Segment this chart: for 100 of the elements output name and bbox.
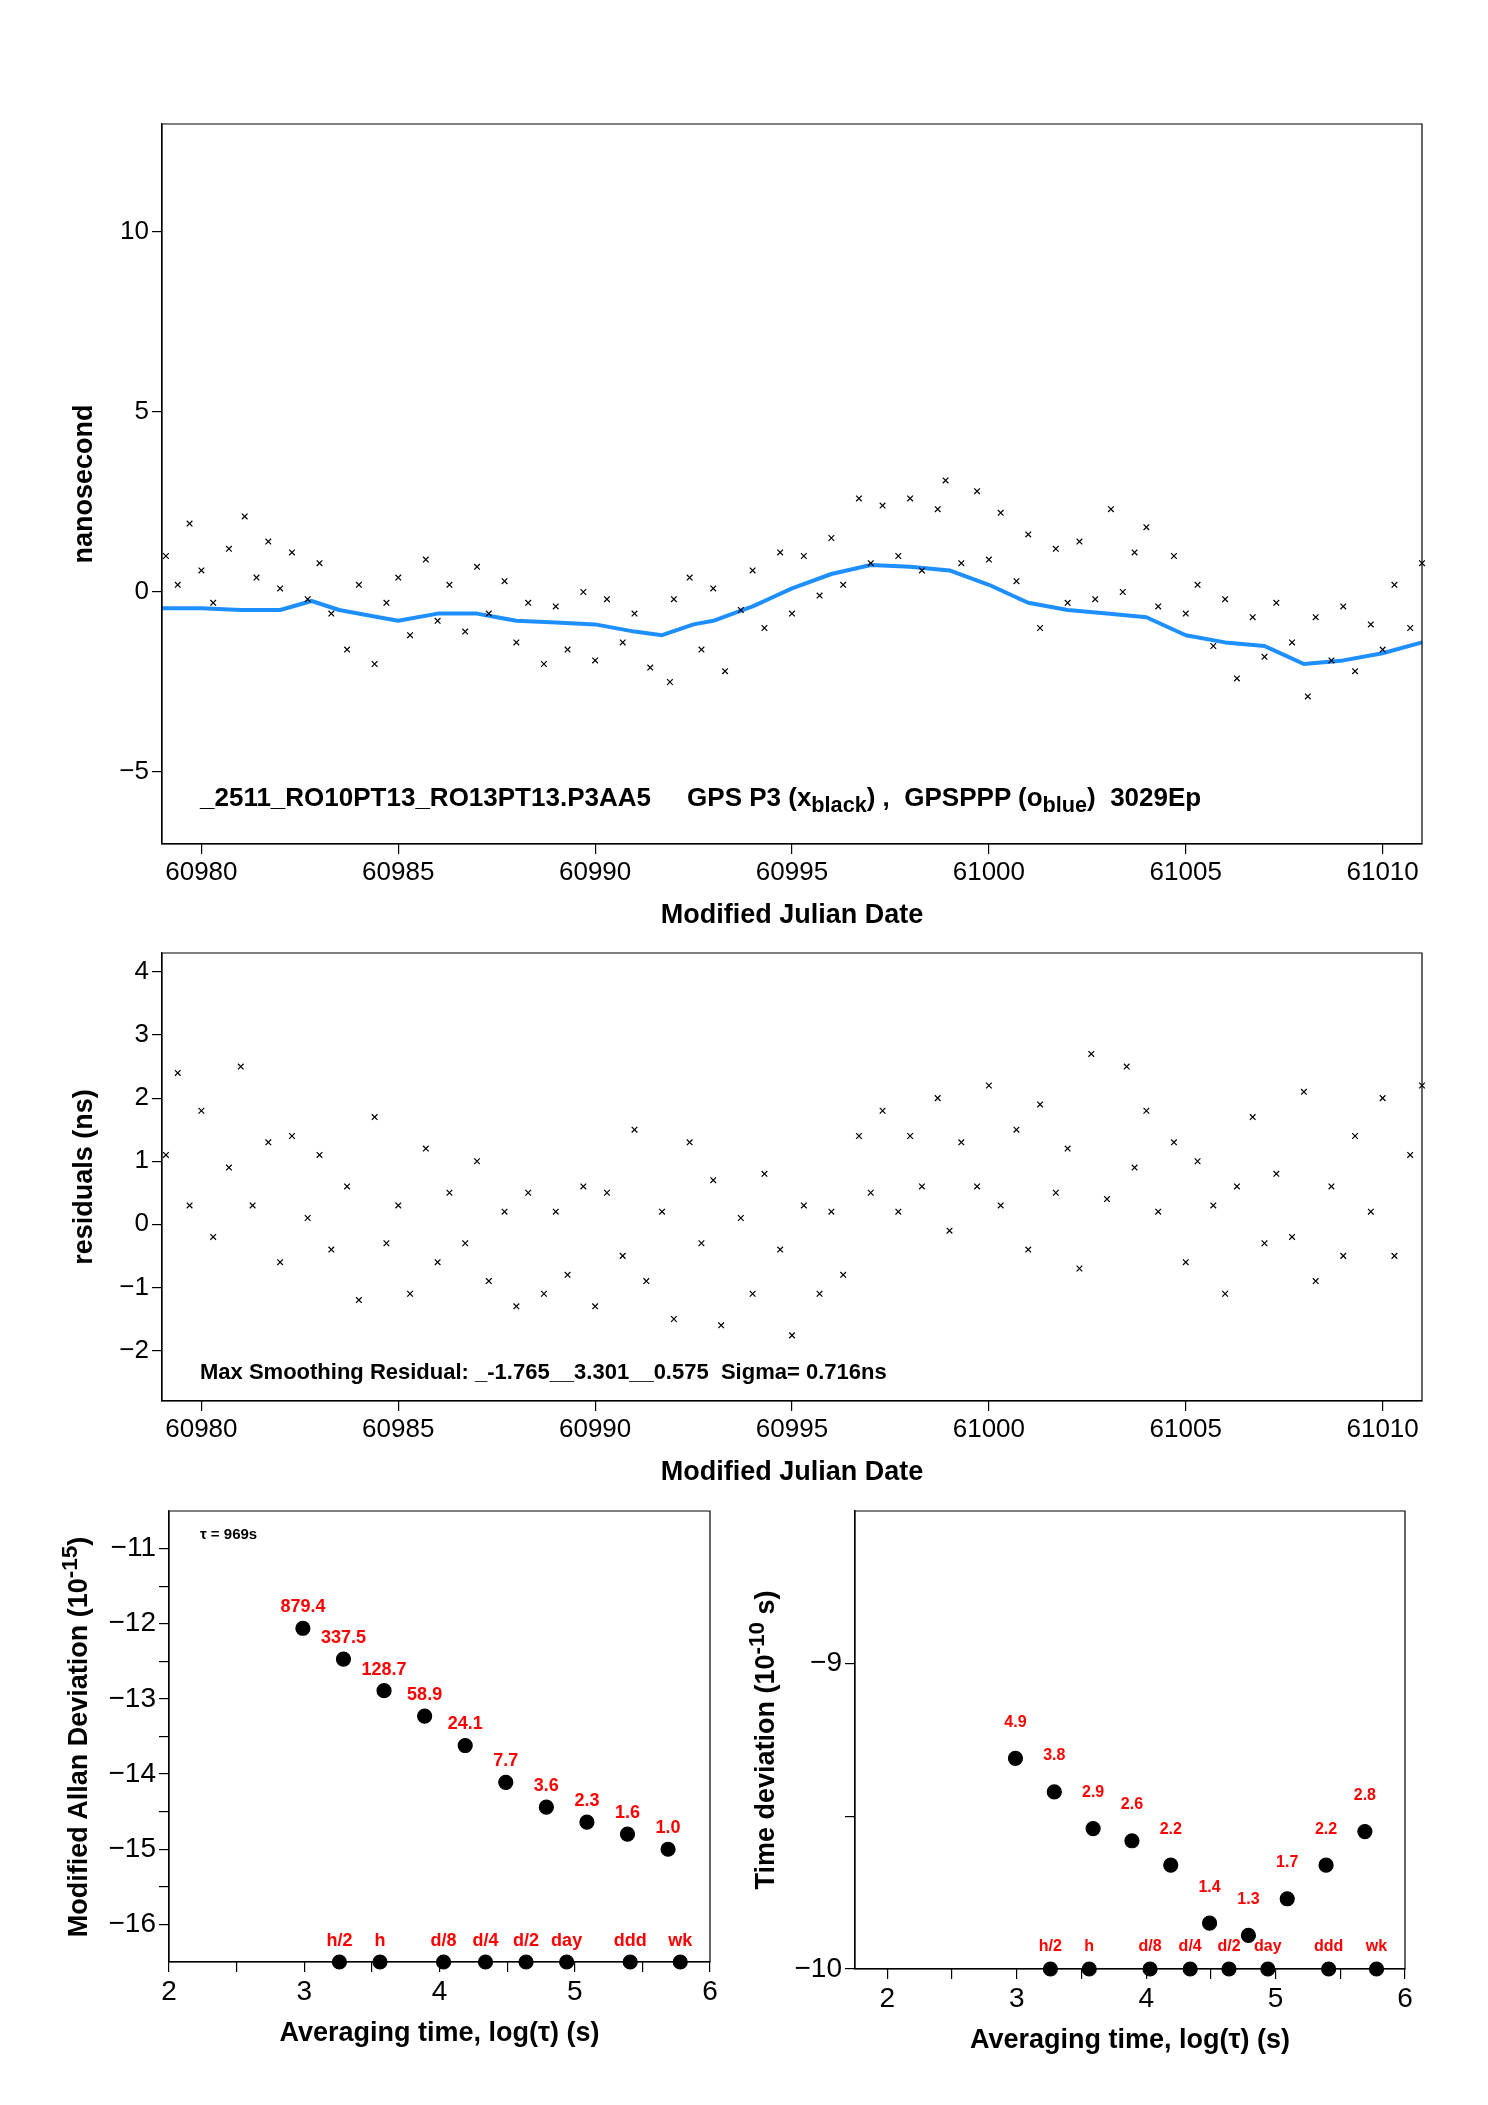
point	[579, 1814, 595, 1830]
y-tick-label: −14	[108, 1756, 156, 1788]
y-tick-label: −15	[108, 1831, 156, 1863]
annotation: h/2	[1038, 1937, 1063, 1955]
point	[1318, 1857, 1334, 1873]
y-tick-label: −12	[108, 1606, 156, 1638]
annotation: h	[374, 1929, 386, 1950]
annotation: 7.7	[493, 1750, 519, 1771]
annotation: Max Smoothing Residual: _-1.765__3.301__0.575 Sigma= 0.716ns	[200, 1359, 887, 1385]
y-tick-label: 5	[134, 395, 149, 426]
x-tick-label: 61005	[1149, 855, 1222, 886]
x-tick-label: 3	[1008, 1981, 1025, 2013]
point	[1124, 1833, 1140, 1849]
point	[1007, 1750, 1024, 1766]
x-tick-label: 60990	[558, 855, 632, 886]
annotation: 2.2	[1159, 1819, 1182, 1837]
x-tick-label: 5	[566, 1974, 583, 2006]
x-tick-label: 5	[1267, 1981, 1284, 2013]
x-tick-label: 60995	[755, 855, 829, 886]
annotation: day	[551, 1929, 583, 1950]
annotation: 128.7	[361, 1658, 407, 1679]
y-tick-label: −2	[119, 1333, 149, 1364]
y-tick-label: −11	[110, 1531, 156, 1563]
annotation: wk	[1364, 1937, 1388, 1955]
x-tick-label: 60980	[165, 855, 238, 886]
point	[1279, 1891, 1295, 1907]
y-tick-label: 4	[134, 955, 149, 986]
y-tick-label: 3	[134, 1018, 149, 1049]
annotation: d/4	[472, 1929, 499, 1950]
x-tick-label: 2	[879, 1981, 896, 2013]
annotation: 337.5	[320, 1627, 366, 1648]
x-tick-label: 61000	[952, 1412, 1026, 1443]
y-tick-label: 2	[134, 1081, 149, 1112]
x-tick-label: 60980	[165, 1412, 238, 1443]
annotation: h/2	[326, 1929, 353, 1950]
y-tick-label: 1	[134, 1144, 149, 1175]
x-tick-label: 61010	[1346, 1412, 1419, 1443]
annotation: 4.9	[1004, 1712, 1027, 1730]
annotation: ddd	[613, 1929, 647, 1950]
annotation: d/8	[430, 1929, 457, 1950]
x-tick-label: 61005	[1149, 1412, 1222, 1443]
y-tick-label: −9	[810, 1646, 842, 1678]
annotation: h	[1084, 1937, 1095, 1955]
y-tick-label: −1	[119, 1270, 149, 1301]
annotation: 2.9	[1081, 1782, 1105, 1800]
annotation: 3.6	[533, 1775, 559, 1796]
x-axis-title: Modified Julian Date	[660, 898, 924, 930]
annotation: 3.8	[1043, 1746, 1066, 1764]
x-tick-label: 4	[1138, 1981, 1154, 2013]
point	[417, 1708, 433, 1724]
point	[1163, 1857, 1179, 1873]
point	[619, 1826, 636, 1842]
x-tick-label: 60990	[558, 1412, 632, 1443]
point	[1201, 1915, 1218, 1931]
y-tick-label: 0	[134, 1207, 149, 1238]
annotation: 2.3	[574, 1790, 600, 1811]
x-tick-label: 61000	[952, 855, 1026, 886]
annotation: day	[1254, 1937, 1282, 1955]
x-tick-label: 3	[296, 1974, 313, 2006]
annotation: 24.1	[447, 1713, 483, 1734]
annotation: 1.6	[614, 1802, 641, 1823]
annotation: 1.7	[1276, 1853, 1299, 1871]
point	[335, 1651, 352, 1667]
point	[1357, 1824, 1373, 1840]
annotation: τ = 969s	[200, 1524, 258, 1542]
x-tick-label: 60985	[362, 1412, 435, 1443]
annotation: ddd	[1313, 1937, 1344, 1955]
point	[498, 1774, 514, 1790]
annotation: _2511_RO10PT13_RO13PT13.P3AA5 GPS P3 (x$_{black}$) , GPSPPP (o$_{blue}$) 3029Ep	[200, 781, 1202, 819]
point	[1046, 1784, 1062, 1800]
point	[1085, 1820, 1101, 1837]
x-axis-title: Averaging time, log(τ) (s)	[969, 2023, 1291, 2055]
annotation: 58.9	[407, 1684, 443, 1705]
point	[457, 1737, 473, 1754]
x-tick-label: 60985	[362, 855, 435, 886]
annotation: wk	[667, 1929, 694, 1950]
x-axis-title: Modified Julian Date	[660, 1455, 924, 1487]
annotation: 1.3	[1237, 1889, 1260, 1907]
y-tick-label: −5	[119, 755, 149, 786]
y-tick-label: −10	[794, 1951, 842, 1983]
annotation: 1.4	[1198, 1877, 1221, 1895]
annotation: 1.0	[655, 1817, 681, 1838]
x-tick-label: 61010	[1346, 855, 1419, 886]
point	[376, 1683, 392, 1699]
x-tick-label: 2	[161, 1974, 177, 2006]
x-axis-title: Averaging time, log(τ) (s)	[279, 2016, 600, 2048]
y-tick-label: 0	[134, 575, 149, 606]
y-axis-title: residuals (ns)	[67, 1089, 99, 1265]
annotation: d/8	[1138, 1937, 1162, 1955]
x-tick-label: 60995	[755, 1412, 829, 1443]
x-tick-label: 4	[431, 1974, 448, 2006]
x-tick-label: 6	[1397, 1981, 1413, 2013]
annotation: 879.4	[280, 1596, 326, 1617]
y-tick-label: −16	[108, 1907, 156, 1939]
point	[538, 1799, 554, 1815]
annotation: d/2	[1217, 1937, 1241, 1955]
annotation: 2.8	[1353, 1786, 1377, 1804]
annotation: 2.2	[1314, 1819, 1338, 1837]
y-tick-label: −13	[108, 1681, 156, 1713]
y-axis-title: nanosecond	[67, 404, 99, 564]
